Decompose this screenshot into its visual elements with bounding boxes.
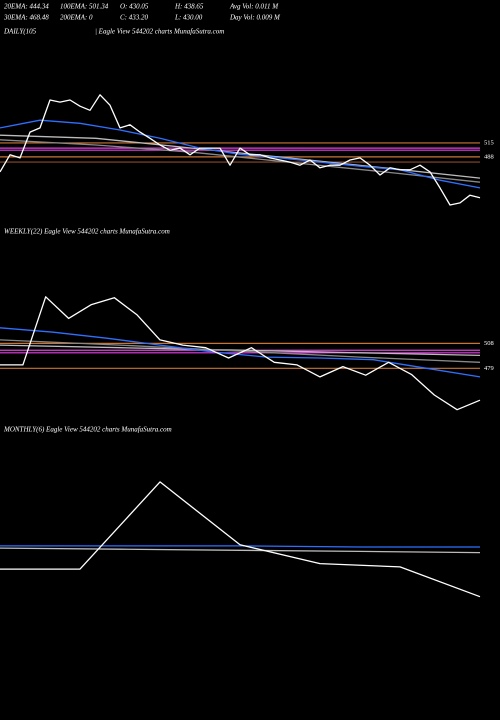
- series-line: [0, 327, 481, 378]
- panel-title: MONTHLY(6) Eagle View 544202 charts Muna…: [3, 426, 172, 434]
- header-stat: 100EMA: 501.34: [60, 3, 109, 11]
- series-line: [0, 296, 481, 411]
- panel-title: DAILY(105: [3, 28, 37, 36]
- series-line: [0, 94, 481, 206]
- panel-subtitle: | Eagle View 544202 charts MunafaSutra.c…: [95, 28, 224, 36]
- series-line: [0, 119, 481, 189]
- series-line: [0, 344, 481, 357]
- price-level-label: 508: [484, 340, 494, 347]
- header-stat: 30EMA: 468.48: [3, 14, 49, 22]
- price-level-label: 488: [484, 153, 494, 160]
- header-stat: L: 430.00: [174, 14, 203, 22]
- header-stat: Avg Vol: 0.011 M: [229, 3, 279, 11]
- panel-title: WEEKLY(22) Eagle View 544202 charts Muna…: [4, 228, 170, 236]
- series-line: [0, 545, 480, 548]
- price-level-label: 479: [484, 365, 494, 372]
- series-line: [0, 139, 481, 183]
- header-stat: 20EMA: 444.34: [4, 3, 49, 11]
- header-stat: C: 433.20: [120, 14, 149, 22]
- header-stat: H: 438.65: [174, 3, 204, 11]
- series-line: [0, 481, 481, 598]
- header-stat: 200EMA: 0: [60, 14, 93, 22]
- header-stat: O: 430.05: [120, 3, 149, 11]
- header-stat: Day Vol: 0.009 M: [229, 14, 281, 22]
- series-line: [0, 339, 481, 363]
- header: 20EMA: 444.34 100EMA: 501.34 O: 430.05 H…: [3, 3, 281, 22]
- price-level-label: 515: [484, 139, 494, 146]
- series-line: [0, 547, 481, 554]
